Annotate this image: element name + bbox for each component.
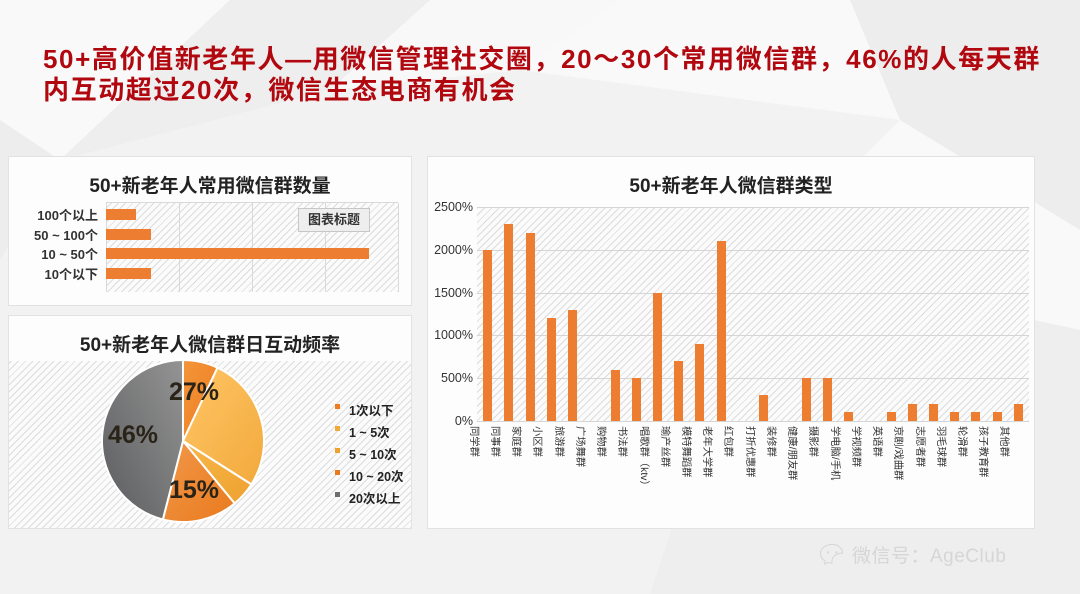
svg-text:46%: 46%	[108, 421, 158, 449]
svg-text:15%: 15%	[169, 476, 219, 504]
svg-text:27%: 27%	[169, 378, 219, 406]
